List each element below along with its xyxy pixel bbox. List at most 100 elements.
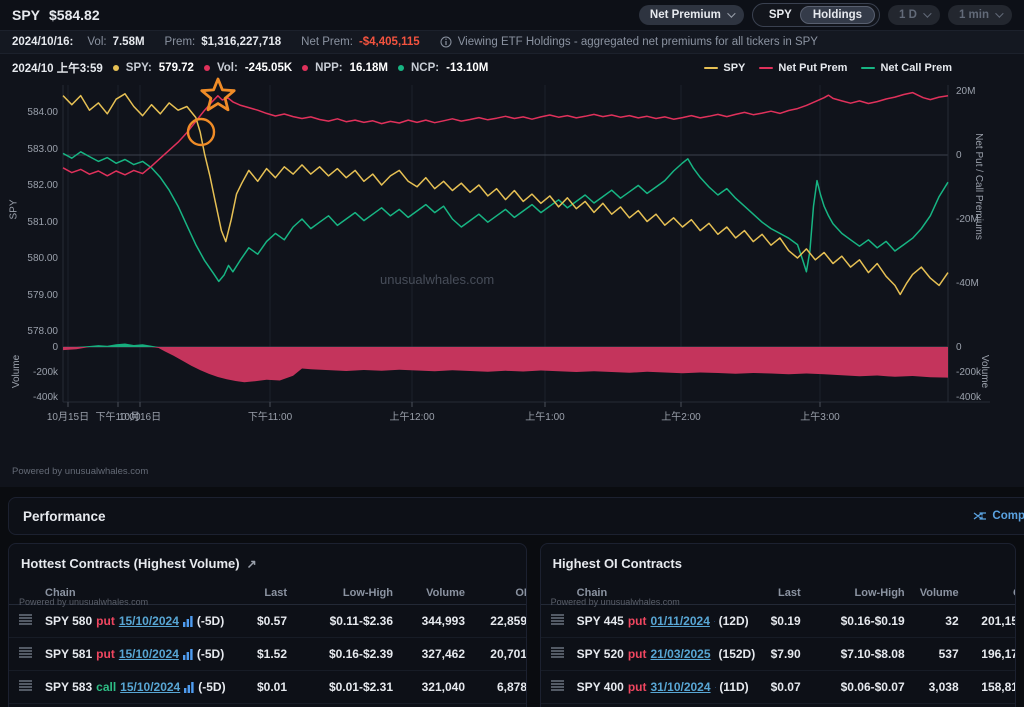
net-premium-dropdown[interactable]: Net Premium xyxy=(638,5,744,25)
ticker-price: $584.82 xyxy=(49,7,100,23)
net-put-prem-line xyxy=(62,91,949,177)
cell-low-high: $0.01-$2.31 xyxy=(328,680,393,694)
contract-chain: SPY 520 put 21/03/2025 (152D) xyxy=(576,647,756,661)
highest-oi-contracts-title: Highest OI Contracts xyxy=(541,544,1015,581)
cell-volume: 327,462 xyxy=(421,647,465,661)
contract-row[interactable]: SPY 445 put 01/11/2024 (12D) $0.19 $0.16-$0.1… xyxy=(540,605,1015,638)
column-header-chain[interactable]: Chain xyxy=(576,586,608,599)
chain-icon-cell[interactable] xyxy=(550,614,577,628)
expiry-date-link[interactable]: 15/10/2024 xyxy=(118,614,179,628)
table-title-text: Highest OI Contracts xyxy=(552,556,682,571)
powered-by-watermark: Powered by unusualwhales.com xyxy=(550,597,680,607)
volume-chart-icon xyxy=(714,686,716,688)
column-header-volume[interactable]: Volume xyxy=(919,586,959,599)
volume-axis-tick-left: -400k xyxy=(32,392,58,403)
net-premium-dropdown-label: Net Premium xyxy=(649,9,721,21)
spy-dot-icon xyxy=(112,65,119,71)
column-header-volume[interactable]: Volume xyxy=(426,586,465,599)
hottest-contracts-title: Hottest Contracts (Highest Volume) ↗ xyxy=(9,544,526,581)
tooltip-spy-value: 579.72 xyxy=(158,62,194,74)
contract-row[interactable]: SPY 400 put 31/10/2024 (11D) $0.07 $0.06-$0.0… xyxy=(540,671,1015,704)
volume-axis-tick-right: -200k xyxy=(956,367,982,378)
contract-chain: SPY 581 put 15/10/2024 (-5D) xyxy=(45,647,233,661)
cell-last: $0.57 xyxy=(256,614,287,628)
volume-chart-icon xyxy=(184,681,194,693)
chain-icon-cell[interactable] xyxy=(550,647,577,661)
toggle-spy[interactable]: SPY xyxy=(768,9,792,21)
x-axis-tick: 下午10:00 xyxy=(95,412,141,423)
external-arrow-icon[interactable]: ↗ xyxy=(246,556,257,571)
chain-icon xyxy=(550,647,564,658)
contract-chain: SPY 400 put 31/10/2024 (11D) xyxy=(577,680,749,694)
contract-side: put xyxy=(96,614,115,628)
contract-side: call xyxy=(96,680,117,694)
column-header-chain[interactable]: Chain xyxy=(45,586,76,599)
chain-icon-cell[interactable] xyxy=(550,680,577,694)
contract-dte: (11D) xyxy=(719,680,749,694)
tooltip-vol-value: -245.05K xyxy=(244,62,293,74)
legend-net-put-prem[interactable]: Net Put Prem xyxy=(759,62,847,74)
cell-last: $7.90 xyxy=(770,647,801,661)
volume-area-positive xyxy=(63,343,948,347)
legend-dash-icon xyxy=(861,66,876,70)
cell-volume: 32 xyxy=(945,614,959,628)
column-header-oi[interactable]: OI xyxy=(515,586,527,599)
interval-dropdown[interactable]: 1 min xyxy=(947,5,1012,25)
column-header-last[interactable]: Last xyxy=(778,586,801,599)
range-dropdown[interactable]: 1 D xyxy=(888,5,940,25)
spy-holdings-toggle[interactable]: SPY Holdings xyxy=(751,3,881,27)
chain-icon-cell[interactable] xyxy=(19,647,45,661)
legend-spy-label: SPY xyxy=(723,62,746,74)
chain-icon-cell[interactable] xyxy=(19,614,45,628)
contract-symbol: SPY 583 xyxy=(45,680,93,694)
range-dropdown-label: 1 D xyxy=(899,9,917,21)
legend-net-call-prem[interactable]: Net Call Prem xyxy=(861,62,952,74)
contract-row[interactable]: SPY 583 call 15/10/2024 (-5D) $0.01 $0.01-$2.… xyxy=(9,671,526,704)
legend-spy[interactable]: SPY xyxy=(704,62,745,74)
tooltip-datetime: 2024/10 上午3:59 xyxy=(12,63,103,75)
compare-button[interactable]: Comp xyxy=(973,510,1024,522)
legend-dash-icon xyxy=(704,66,719,70)
contract-row[interactable]: SPY 581 put 15/10/2024 (-5D) $1.52 $0.16-$2.3… xyxy=(9,638,526,671)
contracts-tables: Hottest Contracts (Highest Volume) ↗ Pow… xyxy=(0,543,1024,707)
vol-value: 7.58M xyxy=(112,36,145,48)
legend-dash-icon xyxy=(759,66,774,70)
volume-axis-tick-left: 0 xyxy=(52,342,58,353)
cell-oi: 20,701 xyxy=(490,647,527,661)
expiry-date-link[interactable]: 21/03/2025 xyxy=(650,647,711,661)
expiry-date-link[interactable]: 31/10/2024 xyxy=(650,680,711,694)
chain-icon-cell[interactable] xyxy=(19,680,45,694)
toggle-holdings[interactable]: Holdings xyxy=(799,6,876,24)
circle-annotation xyxy=(186,117,216,147)
volume-axis-title-left: Volume xyxy=(11,354,23,389)
ticker-symbol: SPY xyxy=(12,7,41,23)
expiry-date-link[interactable]: 15/10/2024 xyxy=(120,680,181,694)
expiry-date-link[interactable]: 15/10/2024 xyxy=(118,647,179,661)
expiry-date-link[interactable]: 01/11/2024 xyxy=(650,614,710,628)
column-header-oi[interactable]: OI xyxy=(959,587,1015,599)
chart-card[interactable]: 2024/10 上午3:59 SPY: 579.72 Vol: -245.05K… xyxy=(0,54,1024,487)
premium-axis-tick: -20M xyxy=(956,214,979,225)
price-premium-chart[interactable] xyxy=(0,54,1024,487)
cell-oi: 158,814 xyxy=(981,680,1015,694)
prem-label: Prem: xyxy=(164,36,196,48)
price-axis-tick: 578.00 xyxy=(27,326,58,337)
cell-last: $0.01 xyxy=(256,680,287,694)
column-header-low-high[interactable]: Low-High xyxy=(854,586,905,599)
price-axis-tick: 583.00 xyxy=(27,143,58,155)
column-header-last[interactable]: Last xyxy=(264,586,287,599)
contract-row[interactable]: SPY 580 put 15/10/2024 (-5D) $0.57 $0.11-$2.3… xyxy=(9,605,526,638)
star-annotation xyxy=(200,77,236,112)
performance-section: Performance Comp xyxy=(8,497,1024,535)
contract-row[interactable]: SPY 520 put 21/03/2025 (152D) $7.90 $7.10-$8.… xyxy=(540,638,1015,671)
powered-by-text: Powered by unusualwhales.com xyxy=(12,466,149,477)
ticker-header: SPY $584.82 xyxy=(12,7,100,23)
net-call-prem-line xyxy=(62,151,949,283)
volume-axis-title-right: Volume xyxy=(979,354,991,389)
column-header-low-high[interactable]: Low-High xyxy=(342,586,393,599)
chart-tooltip: 2024/10 上午3:59 SPY: 579.72 Vol: -245.05K… xyxy=(12,60,488,76)
x-axis-tick: 10月15日 xyxy=(46,412,90,423)
etf-holdings-note: Viewing ETF Holdings - aggregated net pr… xyxy=(457,36,818,48)
contract-symbol: SPY 520 xyxy=(576,647,624,661)
